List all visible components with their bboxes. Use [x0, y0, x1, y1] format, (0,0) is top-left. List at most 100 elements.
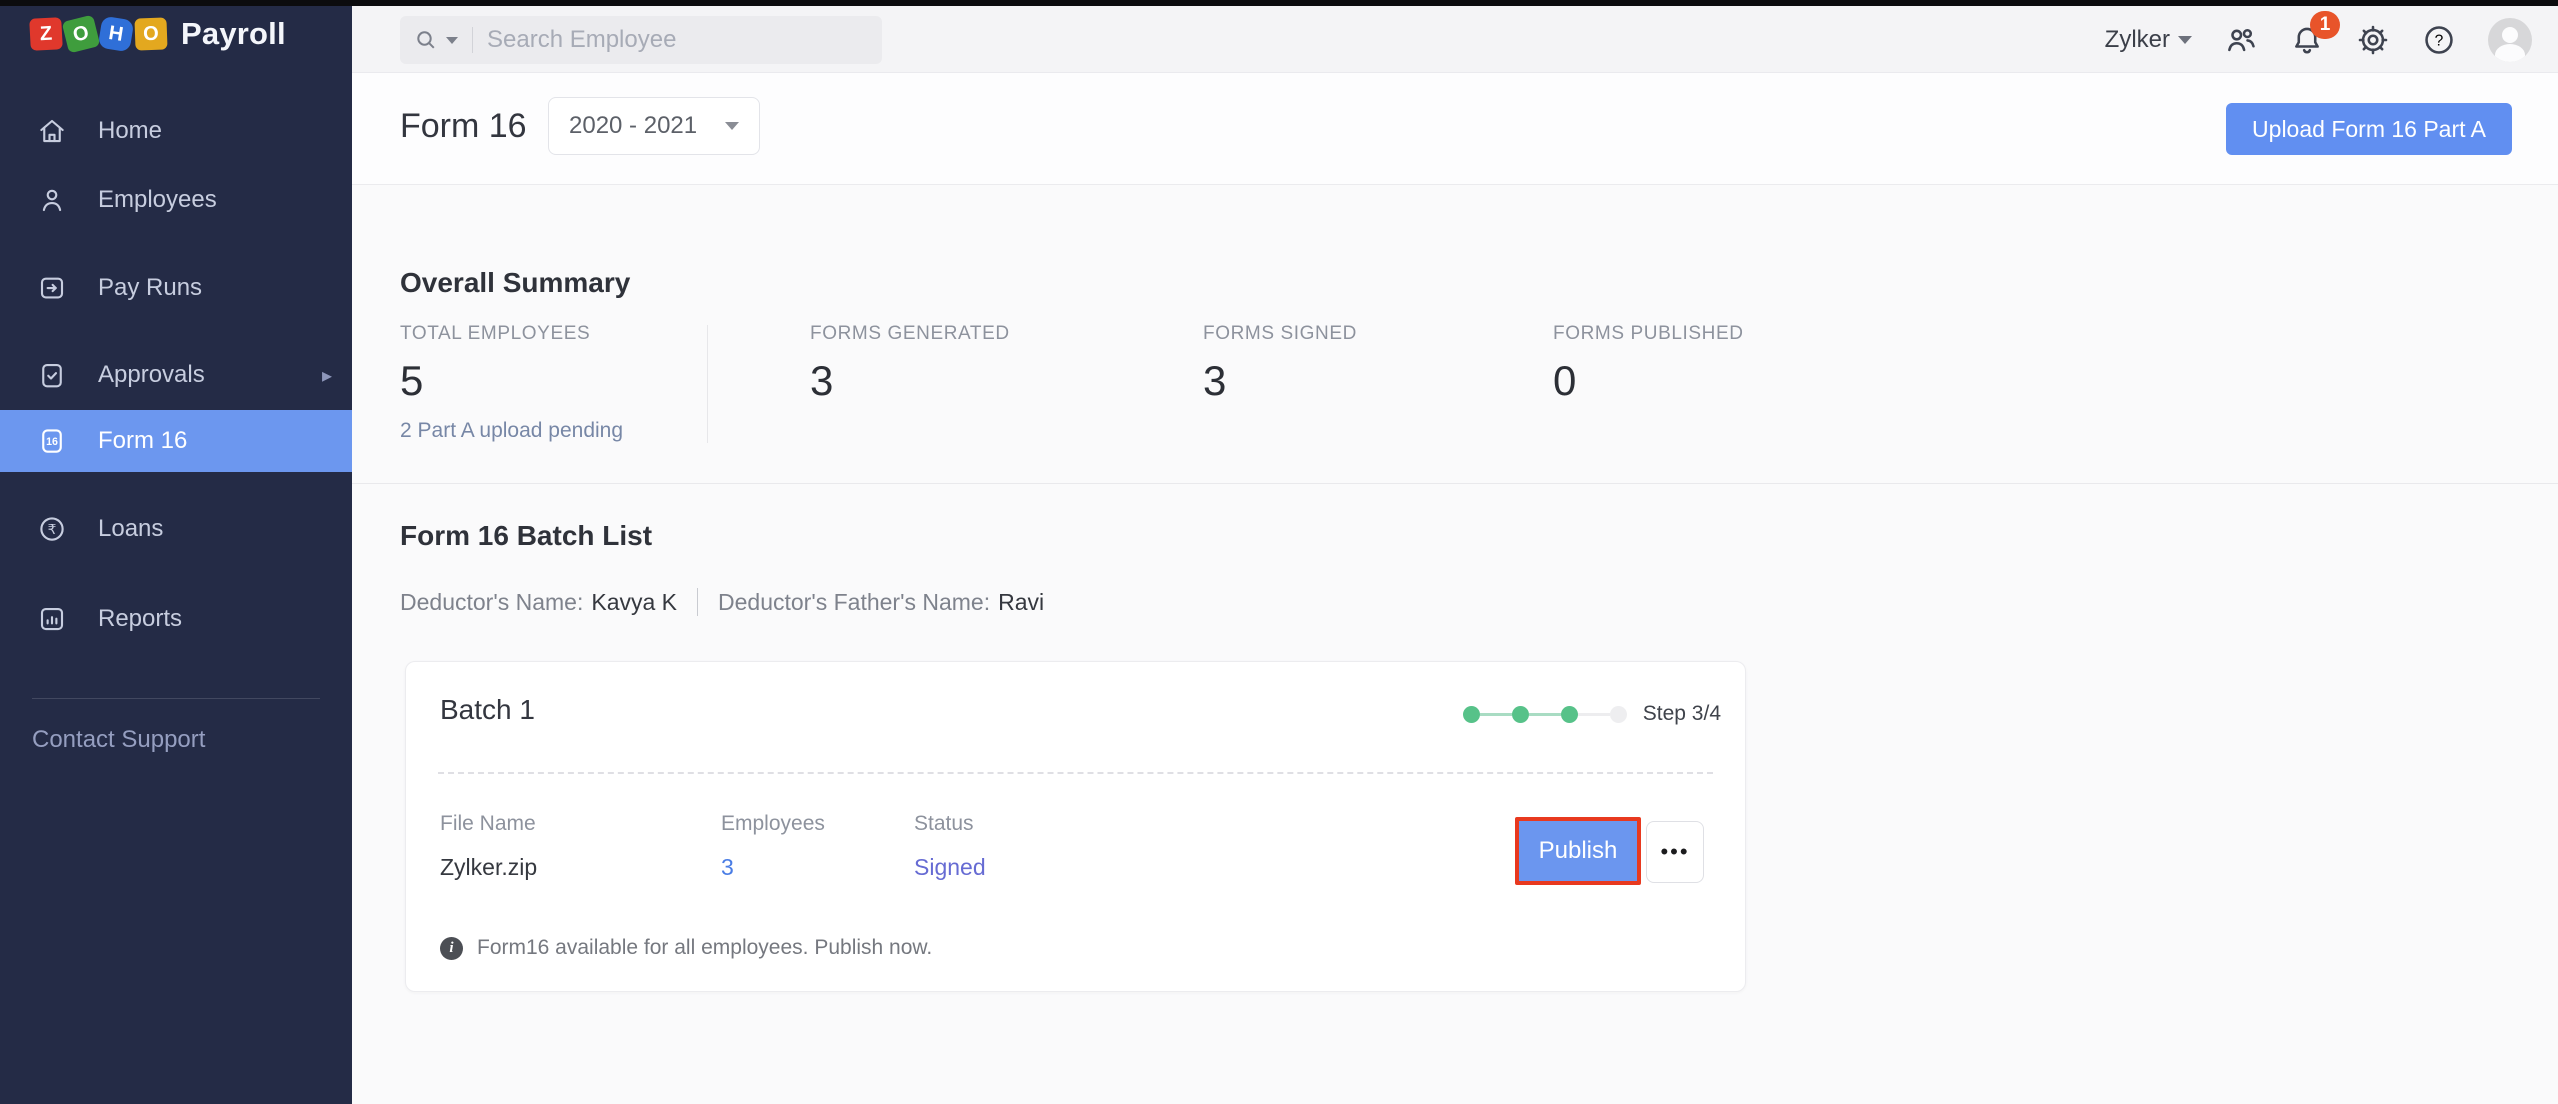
zoho-logo-icon: Z O H O — [29, 14, 168, 54]
summary-stats: TOTAL EMPLOYEES 5 2 Part A upload pendin… — [400, 323, 1900, 453]
file-name-value: Zylker.zip — [440, 854, 538, 880]
stat-total-employees: TOTAL EMPLOYEES 5 2 Part A upload pendin… — [400, 323, 623, 442]
deductor-separator — [697, 588, 699, 616]
deductor-info: Deductor's Name: Kavya K Deductor's Fath… — [400, 588, 1044, 616]
employees-count-link[interactable]: 3 — [721, 854, 734, 880]
search-input[interactable] — [487, 26, 787, 54]
batch-list-section: Form 16 Batch List Deductor's Name: Kavy… — [352, 484, 2558, 1097]
zoho-payroll-logo: Z O H O Payroll — [29, 14, 286, 54]
logo-letter-o1: O — [61, 14, 101, 54]
sidebar-item-loans[interactable]: ₹ Loans — [0, 498, 352, 560]
sidebar-item-label: Form 16 — [98, 427, 188, 454]
stat-value: 3 — [1203, 357, 1227, 404]
file-name-column: File Name Zylker.zip — [440, 812, 537, 881]
sidebar-item-label: Approvals — [98, 361, 205, 388]
sidebar-item-label: Loans — [98, 515, 164, 542]
sidebar: Z O H O Payroll Home Employees Pay Runs … — [0, 0, 352, 1104]
step-counter: Step 3/4 — [1642, 702, 1721, 725]
product-name: Payroll — [181, 16, 286, 51]
sidebar-divider — [32, 698, 320, 699]
employees-column: Employees 3 — [721, 812, 825, 881]
logo-letter-z: Z — [29, 17, 63, 51]
notification-badge: 1 — [2310, 10, 2340, 39]
sidebar-item-label: Home — [98, 117, 163, 144]
chevron-down-icon — [2178, 35, 2192, 44]
summary-title: Overall Summary — [400, 267, 631, 298]
sidebar-item-form-16[interactable]: 16 Form 16 — [0, 410, 352, 472]
file-name-label: File Name — [440, 812, 536, 835]
org-name: Zylker — [2104, 25, 2170, 53]
stat-forms-generated: FORMS GENERATED 3 — [810, 323, 1010, 405]
person-icon — [36, 184, 68, 216]
logo-letter-o2: O — [134, 17, 168, 51]
page-header: Form 16 2020 - 2021 Upload Form 16 Part … — [352, 73, 2558, 185]
search-scope-caret-icon[interactable] — [446, 36, 458, 44]
father-name-label: Deductor's Father's Name: — [718, 588, 991, 615]
father-name-value: Ravi — [998, 588, 1045, 615]
svg-text:16: 16 — [46, 436, 58, 448]
step-progress-dots — [1462, 705, 1627, 723]
info-note: Form16 available for all employees. Publ… — [477, 936, 933, 959]
rupee-icon: ₹ — [36, 513, 68, 545]
employees-label: Employees — [721, 812, 825, 835]
batch-list-title: Form 16 Batch List — [400, 520, 653, 551]
status-value: Signed — [914, 854, 986, 880]
stat-value: 5 — [400, 357, 424, 404]
stat-divider — [707, 325, 708, 443]
window-top-strip — [0, 0, 2558, 6]
sidebar-item-label: Employees — [98, 186, 217, 213]
search-box[interactable] — [400, 16, 882, 64]
topbar: Zylker 1 ? — [352, 6, 2558, 73]
user-avatar[interactable] — [2488, 17, 2532, 62]
step-progress: Step 3/4 — [1462, 702, 1721, 726]
referral-users-button[interactable] — [2224, 23, 2258, 57]
stat-label: TOTAL EMPLOYEES — [400, 323, 591, 344]
batch-name: Batch 1 — [440, 694, 535, 725]
status-label: Status — [914, 812, 974, 835]
financial-year-dropdown[interactable]: 2020 - 2021 — [548, 97, 760, 155]
search-icon — [414, 28, 438, 52]
notifications-button[interactable]: 1 — [2290, 10, 2340, 57]
info-row: i Form16 available for all employees. Pu… — [440, 936, 932, 960]
more-options-button[interactable]: ••• — [1646, 821, 1704, 883]
status-column: Status Signed — [914, 812, 986, 881]
batch-card: Batch 1 Step 3/4 File Name Zylker.zip Em… — [405, 661, 1746, 992]
org-switcher[interactable]: Zylker — [2105, 26, 2192, 54]
settings-button[interactable] — [2356, 23, 2390, 57]
search-separator — [472, 27, 473, 53]
info-icon: i — [440, 936, 463, 960]
sidebar-item-approvals[interactable]: Approvals ▸ — [0, 344, 352, 406]
stat-label: FORMS SIGNED — [1203, 323, 1357, 344]
form-16-icon: 16 — [36, 425, 68, 457]
chevron-right-icon: ▸ — [321, 364, 332, 387]
sidebar-item-employees[interactable]: Employees — [0, 169, 352, 231]
deductor-name-value: Kavya K — [591, 588, 678, 615]
sidebar-item-pay-runs[interactable]: Pay Runs — [0, 257, 352, 319]
question-icon: ? — [2425, 25, 2453, 54]
stat-value: 3 — [810, 357, 834, 404]
deductor-name-label: Deductor's Name: — [400, 588, 584, 615]
bar-chart-icon — [36, 603, 68, 635]
overall-summary-section: Overall Summary TOTAL EMPLOYEES 5 2 Part… — [352, 185, 2558, 484]
sidebar-item-home[interactable]: Home — [0, 100, 352, 162]
home-icon — [36, 115, 68, 147]
main-area: Zylker 1 ? Form 16 2020 - 2021 Uplo — [352, 6, 2558, 1104]
stat-label: FORMS PUBLISHED — [1553, 323, 1744, 344]
users-icon — [2228, 28, 2255, 51]
logo-letter-h: H — [97, 15, 135, 53]
page-title: Form 16 — [400, 107, 527, 145]
sidebar-item-label: Pay Runs — [98, 274, 203, 301]
part-a-pending-note: 2 Part A upload pending — [400, 419, 624, 442]
approvals-icon — [36, 359, 68, 391]
sidebar-item-reports[interactable]: Reports — [0, 588, 352, 650]
svg-text:₹: ₹ — [48, 522, 57, 537]
upload-form16-part-a-button[interactable]: Upload Form 16 Part A — [2226, 103, 2512, 155]
financial-year-value: 2020 - 2021 — [569, 112, 698, 139]
stat-label: FORMS GENERATED — [810, 323, 1010, 344]
svg-text:?: ? — [2435, 32, 2444, 49]
publish-button[interactable]: Publish — [1515, 817, 1641, 885]
card-dashed-divider — [438, 772, 1713, 774]
chevron-down-icon — [725, 122, 739, 130]
contact-support-link[interactable]: Contact Support — [32, 726, 206, 753]
help-button[interactable]: ? — [2422, 23, 2456, 57]
